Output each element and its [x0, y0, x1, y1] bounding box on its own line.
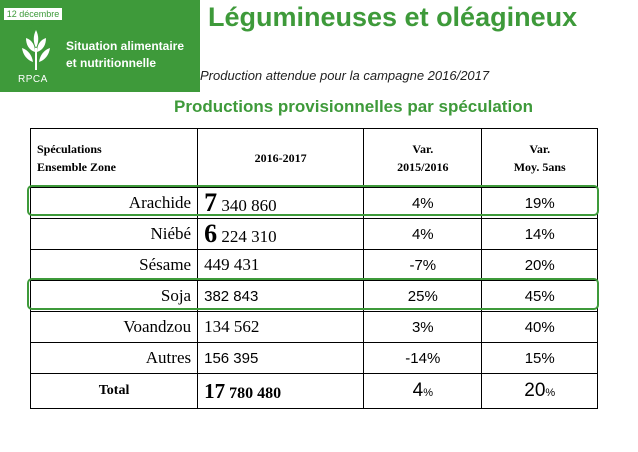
var-prev-value: 3%	[363, 311, 483, 343]
production-table: Spéculations Ensemble Zone 2016-2017 Var…	[29, 128, 598, 409]
var-avg-value: 20%	[481, 249, 598, 281]
total-var-prev-sign: %	[423, 387, 433, 399]
org-subtitle: Situation alimentaire et nutritionnelle	[66, 39, 185, 70]
production-value: 382 843	[197, 280, 365, 312]
var-avg-value: 14%	[481, 218, 598, 250]
crop-name: Voandzou	[29, 311, 199, 343]
table-row: Voandzou 134 562 3% 40%	[29, 311, 598, 343]
total-production-rest: 780 480	[225, 384, 282, 402]
section-title: Productions provisionnelles par spéculat…	[174, 97, 533, 116]
total-production-lead: 17	[204, 378, 226, 403]
total-row: Total 17 780 480 4% 20%	[29, 373, 598, 409]
production-value: 6 224 310	[197, 218, 365, 250]
total-label: Total	[29, 373, 199, 409]
total-var-prev-number: 4	[412, 380, 424, 401]
total-var-avg-sign: %	[545, 387, 556, 399]
crop-name: Sésame	[29, 249, 199, 281]
header-speculation: Spéculations Ensemble Zone	[29, 128, 199, 188]
table-row: Arachide 7 340 860 4% 19%	[29, 187, 598, 219]
var-avg-value: 40%	[481, 311, 598, 343]
production-rest: 224 310	[217, 227, 277, 246]
total-var-prev: 4%	[363, 373, 483, 409]
var-avg-value: 15%	[481, 342, 598, 374]
header-var-avg: Var. Moy. 5ans	[481, 128, 598, 188]
header-production: 2016-2017	[197, 128, 365, 188]
production-lead-digit: 6	[204, 219, 218, 248]
table-row: Autres 156 395 -14% 15%	[29, 342, 598, 374]
production-value: 449 431	[197, 249, 365, 281]
total-production: 17 780 480	[197, 373, 365, 409]
wheat-logo-icon	[22, 30, 50, 70]
var-avg-value: 19%	[481, 187, 598, 219]
production-value: 156 395	[197, 342, 365, 374]
var-prev-value: 25%	[363, 280, 483, 312]
production-lead-digit: 7	[204, 188, 218, 217]
production-value: 7 340 860	[197, 187, 365, 219]
rpca-logo-panel: 12 décembre 2016 RPCA Situation alimenta…	[0, 0, 200, 92]
crop-name: Soja	[29, 280, 199, 312]
table-header-row: Spéculations Ensemble Zone 2016-2017 Var…	[29, 128, 598, 188]
page-subtitle: Production attendue pour la campagne 201…	[200, 68, 490, 83]
crop-name: Arachide	[29, 187, 199, 219]
page-title: Légumineuses et oléagineux	[208, 2, 578, 32]
var-avg-value: 45%	[481, 280, 598, 312]
date-label: 12 décembre 2016	[4, 8, 62, 31]
var-prev-value: -7%	[363, 249, 483, 281]
table-row: Soja 382 843 25% 45%	[29, 280, 598, 312]
header-var-prev: Var. 2015/2016	[363, 128, 483, 188]
table-row: Niébé 6 224 310 4% 14%	[29, 218, 598, 250]
table-row: Sésame 449 431 -7% 20%	[29, 249, 598, 281]
crop-name: Niébé	[29, 218, 199, 250]
var-prev-value: -14%	[363, 342, 483, 374]
crop-name: Autres	[29, 342, 199, 374]
production-rest: 340 860	[217, 196, 277, 215]
var-prev-value: 4%	[363, 187, 483, 219]
production-value: 134 562	[197, 311, 365, 343]
total-var-avg: 20%	[481, 373, 598, 409]
var-prev-value: 4%	[363, 218, 483, 250]
org-short-name: RPCA	[18, 74, 48, 85]
total-var-avg-number: 20	[524, 380, 546, 401]
